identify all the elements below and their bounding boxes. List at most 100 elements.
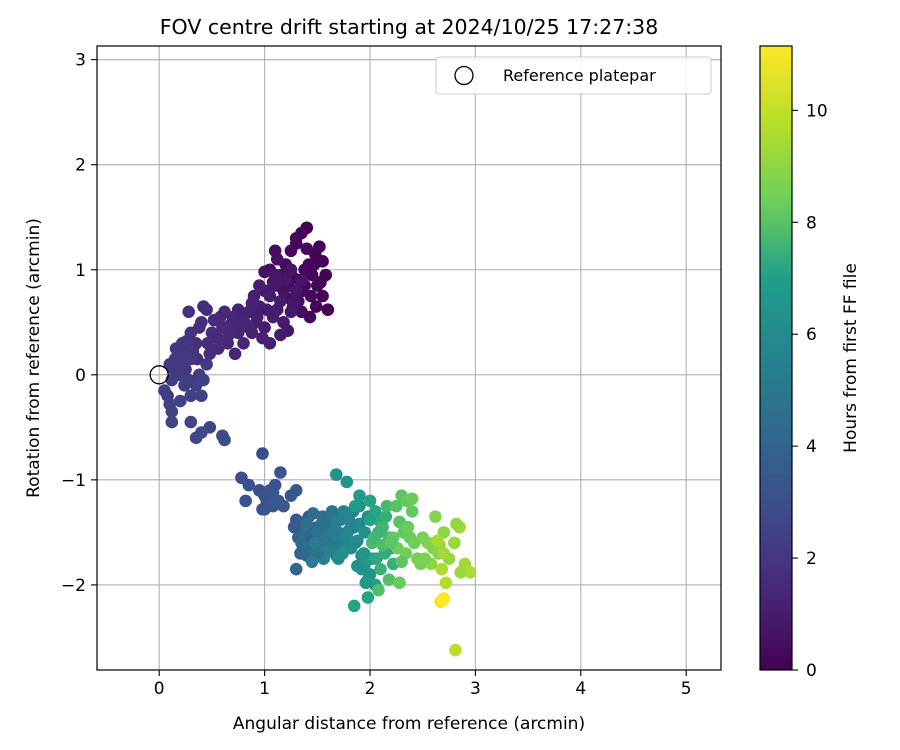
data-point-233 xyxy=(376,520,389,534)
data-point-115 xyxy=(186,345,200,359)
plot-frame xyxy=(96,45,722,671)
data-point-159 xyxy=(287,520,301,534)
data-point-225 xyxy=(351,559,364,573)
colorbar-tick-label-2: 4 xyxy=(806,437,817,457)
scatter-points xyxy=(158,221,477,657)
reference-marker xyxy=(149,365,169,385)
data-point-87 xyxy=(228,347,242,361)
data-point-285 xyxy=(418,552,432,565)
data-point-95 xyxy=(235,315,248,329)
data-point-248 xyxy=(390,499,403,513)
data-point-16 xyxy=(309,300,323,313)
data-point-284 xyxy=(431,534,444,548)
y-axis-label: Rotation from reference (arcmin) xyxy=(24,218,44,498)
x-tick-label-3: 3 xyxy=(470,679,481,699)
data-point-181 xyxy=(308,536,322,550)
data-point-124 xyxy=(197,373,210,387)
x-tick-label-5: 5 xyxy=(681,679,692,699)
data-point-122 xyxy=(184,389,198,403)
data-point-15 xyxy=(304,289,318,303)
data-point-83 xyxy=(224,318,238,331)
data-point-126 xyxy=(165,415,179,429)
data-point-38 xyxy=(279,273,292,287)
data-point-65 xyxy=(284,263,298,277)
legend-box xyxy=(435,56,712,95)
data-point-208 xyxy=(342,523,356,537)
data-point-69 xyxy=(250,310,264,324)
data-point-35 xyxy=(314,276,327,289)
data-point-223 xyxy=(359,576,373,590)
data-point-251 xyxy=(405,492,419,506)
data-point-148 xyxy=(289,484,303,497)
data-point-97 xyxy=(211,342,225,355)
data-point-246 xyxy=(382,573,396,586)
data-point-132 xyxy=(189,431,203,445)
data-point-243 xyxy=(363,513,377,527)
data-point-39 xyxy=(268,279,282,292)
data-point-68 xyxy=(268,268,282,282)
data-point-42 xyxy=(263,289,277,303)
y-tick-label-5: 3 xyxy=(75,51,86,71)
data-point-289 xyxy=(449,643,462,657)
data-point-136 xyxy=(239,494,252,508)
data-point-90 xyxy=(197,300,210,313)
data-point-9 xyxy=(305,268,319,282)
data-point-55 xyxy=(270,303,284,316)
colorbar: 0 2 4 6 8 10 Hours from first FF file xyxy=(759,45,861,681)
data-point-96 xyxy=(222,328,236,342)
y-tick-label-2: 0 xyxy=(75,366,86,386)
reference-platepar-point xyxy=(149,365,169,385)
colorbar-tick-label-1: 2 xyxy=(806,549,817,569)
data-point-245 xyxy=(372,583,385,597)
data-point-272 xyxy=(448,536,461,550)
data-point-283 xyxy=(437,547,451,560)
data-point-265 xyxy=(393,576,406,590)
data-point-135 xyxy=(242,478,256,492)
chart-title: FOV centre drift starting at 2024/10/25 … xyxy=(160,15,659,39)
data-point-111 xyxy=(158,384,171,397)
data-point-259 xyxy=(395,555,408,569)
data-point-163 xyxy=(289,562,303,576)
data-point-78 xyxy=(231,326,245,340)
data-point-190 xyxy=(305,555,319,569)
data-point-64 xyxy=(274,328,287,342)
data-point-281 xyxy=(450,517,463,531)
legend-marker-icon xyxy=(454,65,474,86)
data-point-263 xyxy=(405,505,419,518)
data-point-276 xyxy=(429,510,442,523)
data-point-31 xyxy=(258,265,271,279)
data-point-264 xyxy=(384,536,398,550)
colorbar-tick-label-3: 6 xyxy=(806,325,817,345)
data-point-112 xyxy=(195,389,208,403)
data-point-217 xyxy=(348,499,362,513)
data-point-146 xyxy=(277,499,290,513)
data-point-59 xyxy=(295,273,308,287)
x-axis-label: Angular distance from reference (arcmin) xyxy=(233,714,585,734)
data-point-30 xyxy=(270,252,284,266)
colorbar-gradient xyxy=(759,45,793,671)
data-point-114 xyxy=(178,379,191,392)
x-tick-label-2: 2 xyxy=(365,679,376,699)
data-point-113 xyxy=(167,363,181,376)
data-point-29 xyxy=(307,258,321,271)
data-point-8 xyxy=(284,244,298,258)
data-point-98 xyxy=(201,336,214,350)
data-point-227 xyxy=(347,599,361,613)
y-tick-label-3: 1 xyxy=(75,261,86,281)
data-point-261 xyxy=(401,520,415,534)
data-point-89 xyxy=(207,313,221,327)
x-axis-ticks: 0 1 2 3 4 5 xyxy=(154,670,692,699)
colorbar-ticks: 0 2 4 6 8 10 xyxy=(792,101,828,681)
data-point-85 xyxy=(182,305,195,319)
data-point-187 xyxy=(325,505,339,518)
data-point-120 xyxy=(173,394,187,408)
colorbar-tick-label-5: 10 xyxy=(806,101,828,121)
x-tick-label-0: 0 xyxy=(154,679,165,699)
data-point-171 xyxy=(295,536,308,550)
data-point-205 xyxy=(329,515,343,529)
data-point-76 xyxy=(210,331,224,345)
data-point-44 xyxy=(284,305,298,319)
data-point-242 xyxy=(380,499,394,513)
data-point-27 xyxy=(289,231,303,245)
